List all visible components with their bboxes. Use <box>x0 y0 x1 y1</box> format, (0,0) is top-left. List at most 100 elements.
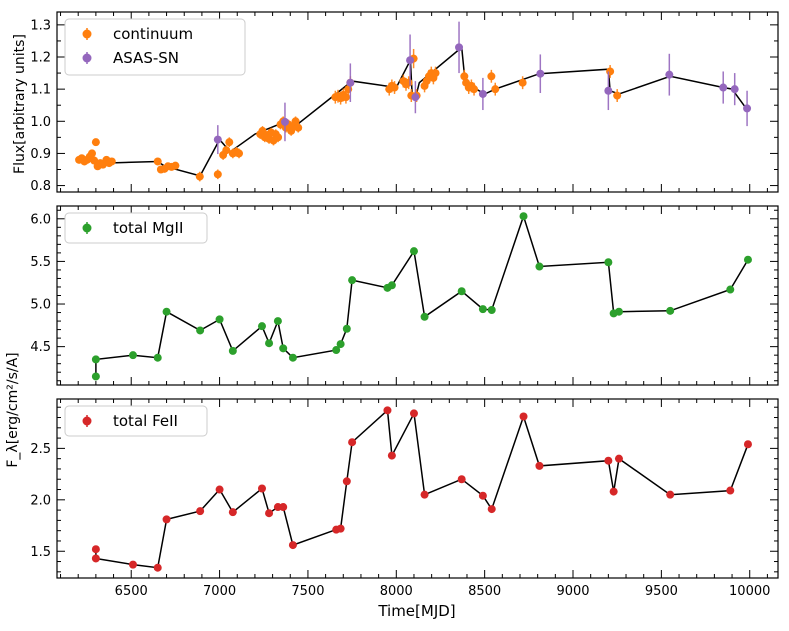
legend-marker <box>82 29 92 39</box>
data-point <box>470 85 479 94</box>
data-point <box>406 56 415 65</box>
x-tick-label: 9500 <box>645 584 678 599</box>
data-point <box>387 281 396 290</box>
data-point <box>614 454 623 463</box>
data-point <box>87 149 96 158</box>
data-point <box>128 560 137 569</box>
y-tick-label: 2.0 <box>30 493 51 508</box>
data-point <box>604 86 613 95</box>
data-point <box>455 43 464 52</box>
axes-frame <box>56 398 779 579</box>
data-point <box>719 83 728 92</box>
data-point <box>431 69 440 78</box>
y-tick-label: 1.3 <box>30 18 51 33</box>
data-point <box>478 89 487 98</box>
data-point <box>743 440 752 449</box>
x-tick-label: 10000 <box>729 584 770 599</box>
y-tick-label: 1.2 <box>30 51 51 66</box>
data-point <box>265 339 274 348</box>
data-point <box>91 138 100 147</box>
data-point <box>91 554 100 563</box>
data-point <box>536 69 545 78</box>
y-tick-label: 1.1 <box>30 83 51 98</box>
data-point <box>273 317 282 326</box>
data-point <box>215 315 224 324</box>
data-point <box>342 324 351 333</box>
x-tick-label: 8500 <box>468 584 501 599</box>
data-point <box>606 67 615 76</box>
y-tick-label: 1.5 <box>30 545 51 560</box>
data-point <box>107 157 116 166</box>
data-point <box>162 515 171 524</box>
data-point <box>91 545 100 554</box>
legend: total FeII <box>64 405 208 437</box>
data-point <box>279 344 288 353</box>
data-point <box>519 412 528 421</box>
data-point <box>666 306 675 315</box>
legend-marker <box>82 53 92 63</box>
axes-frame <box>56 11 779 193</box>
data-point <box>196 507 205 516</box>
data-point <box>666 490 675 499</box>
y-tick-label: 0.8 <box>30 179 51 194</box>
data-point <box>257 322 266 331</box>
legend-marker <box>82 223 92 233</box>
data-point <box>332 346 341 355</box>
x-tick-label: 6500 <box>115 584 148 599</box>
data-point <box>404 78 413 87</box>
data-point <box>171 161 180 170</box>
y-tick-label: 4.5 <box>30 340 51 355</box>
x-tick-label: 9000 <box>556 584 589 599</box>
data-point <box>213 170 222 179</box>
x-tick-label: 8000 <box>380 584 413 599</box>
data-point <box>280 117 289 126</box>
panel-2: 4.5 5.0 5.5 6.0 total MgII <box>30 205 779 386</box>
data-point <box>274 133 283 142</box>
data-point <box>215 485 224 494</box>
data-point <box>336 524 345 533</box>
legend-label: total MgII <box>113 219 183 237</box>
data-point <box>279 503 288 512</box>
data-point <box>387 451 396 460</box>
data-point <box>265 509 274 518</box>
data-point <box>409 409 418 418</box>
legend-box <box>64 18 246 76</box>
data-point <box>153 353 162 362</box>
data-point <box>257 484 266 493</box>
x-tick-label: 7000 <box>203 584 236 599</box>
data-point <box>535 461 544 470</box>
data-point <box>726 285 735 294</box>
data-point <box>665 70 674 79</box>
data-point <box>195 172 204 181</box>
data-point <box>519 212 528 221</box>
data-point <box>491 85 500 94</box>
data-point <box>518 78 527 87</box>
data-point <box>153 563 162 572</box>
y-tick-label: 5.0 <box>30 298 51 313</box>
y-tick-label: 2.5 <box>30 442 51 457</box>
data-point <box>478 305 487 314</box>
data-point <box>604 258 613 267</box>
series-total-mgii <box>91 212 752 381</box>
data-point <box>487 305 496 314</box>
series-continuum <box>75 48 622 182</box>
x-tick-label: 7500 <box>291 584 324 599</box>
data-point <box>487 72 496 81</box>
data-point <box>222 146 231 155</box>
data-point <box>743 104 752 113</box>
data-point <box>383 406 392 415</box>
data-point <box>420 490 429 499</box>
ylabel-flambda: F_λ[erg/cm²/s/A] <box>5 352 21 467</box>
series-asas-sn <box>213 21 752 155</box>
data-point <box>613 91 622 100</box>
data-point <box>348 438 357 447</box>
data-point <box>420 312 429 321</box>
data-point <box>609 487 618 496</box>
legend-box <box>64 212 208 244</box>
data-point <box>336 340 345 349</box>
data-point <box>411 93 420 102</box>
series-total-feii <box>91 406 752 572</box>
legend: continuum ASAS-SN <box>64 18 246 76</box>
data-point <box>730 85 739 94</box>
